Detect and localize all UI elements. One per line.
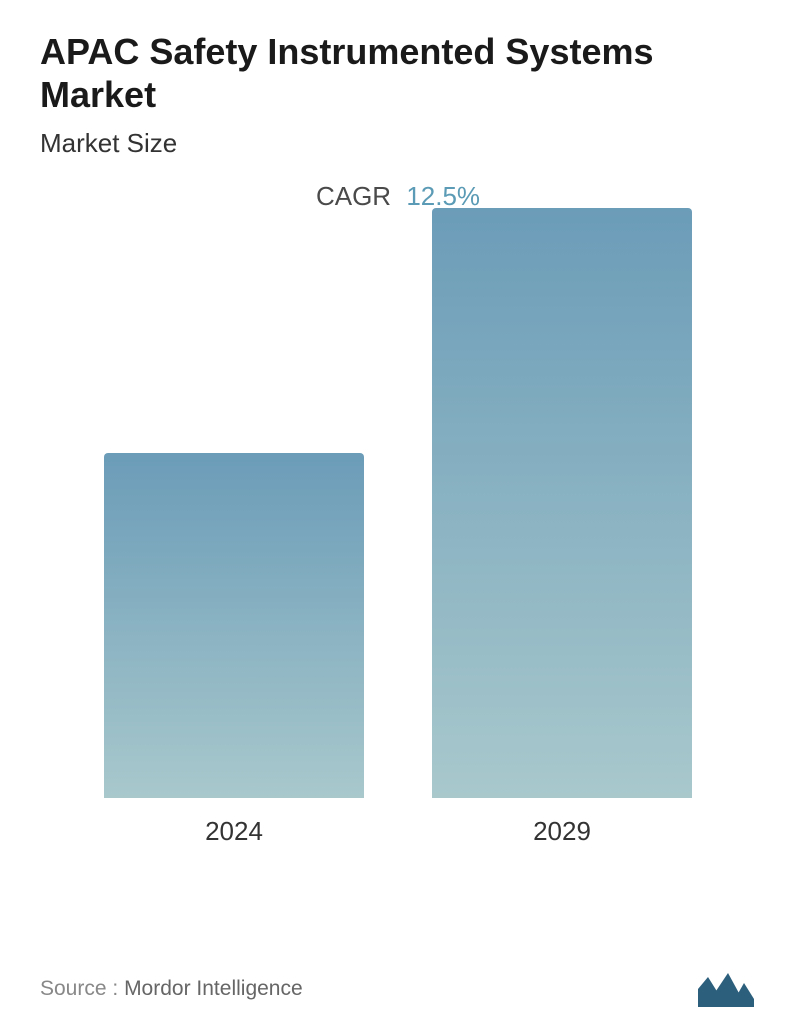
bar-chart: 2024 2029	[40, 247, 756, 847]
category-label-2024: 2024	[205, 816, 263, 847]
chart-title: APAC Safety Instrumented Systems Market	[40, 30, 756, 116]
chart-subtitle: Market Size	[40, 128, 756, 159]
cagr-value: 12.5%	[406, 181, 480, 211]
source-label: Source :	[40, 977, 118, 1000]
chart-footer: Source : Mordor Intelligence	[40, 969, 756, 1009]
cagr-label: CAGR	[316, 181, 391, 211]
bar-2029	[432, 208, 692, 798]
bar-group-2029: 2029	[422, 208, 702, 847]
source-attribution: Source : Mordor Intelligence	[40, 977, 303, 1001]
bar-2024	[104, 453, 364, 798]
mordor-logo-icon	[696, 969, 756, 1009]
source-text: Mordor Intelligence	[124, 977, 303, 1000]
category-label-2029: 2029	[533, 816, 591, 847]
bar-group-2024: 2024	[94, 453, 374, 847]
